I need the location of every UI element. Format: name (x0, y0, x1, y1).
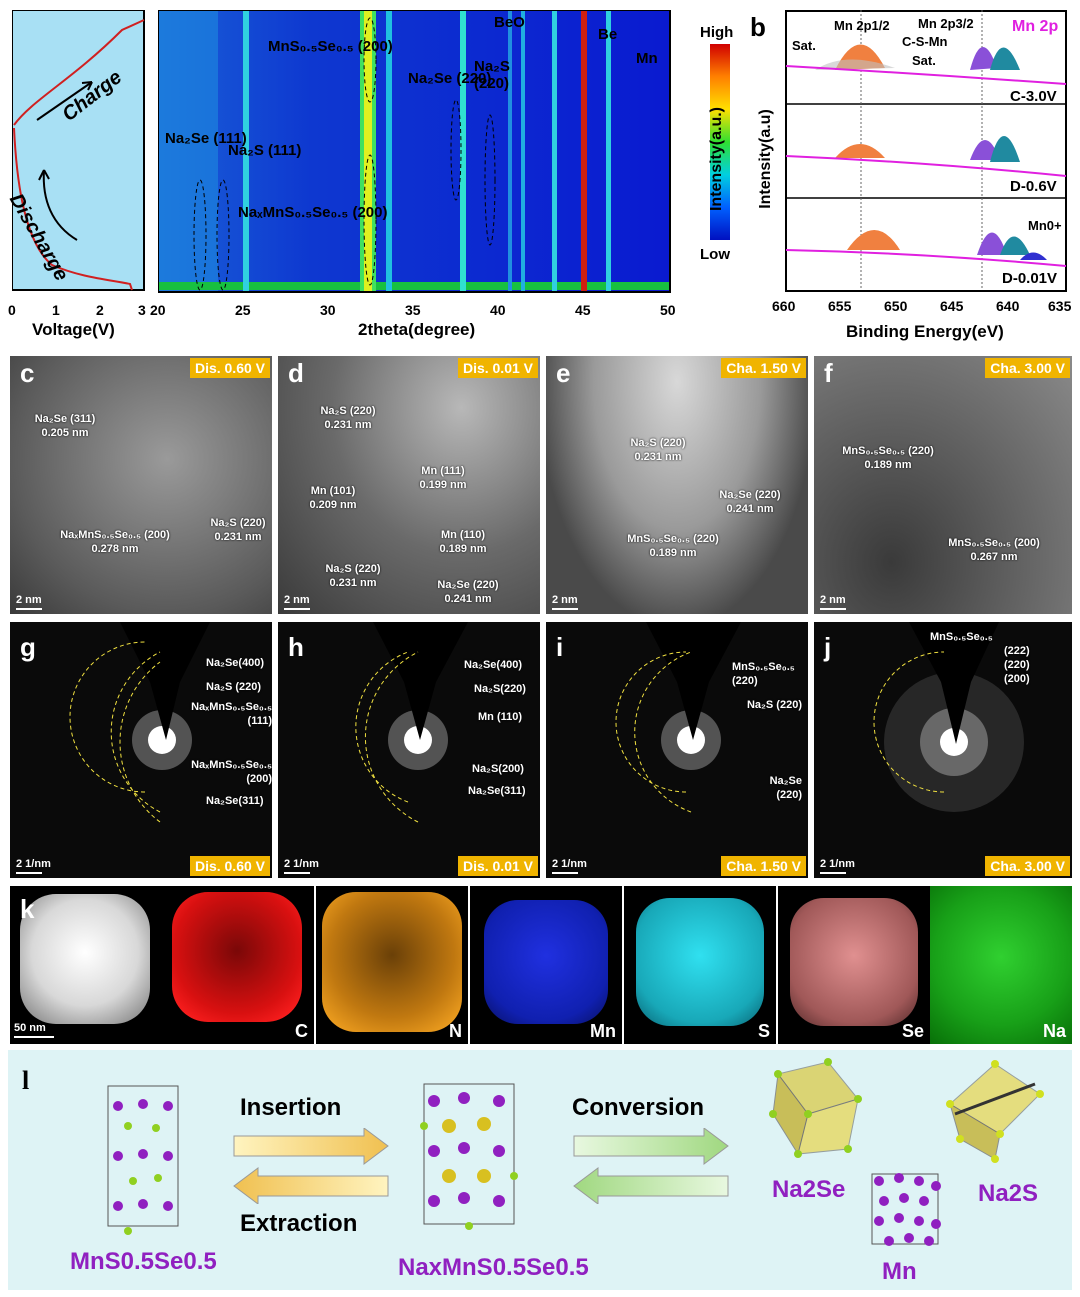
peak-na2se220: Na₂Se (220) (408, 70, 492, 87)
mn2p-xps-spectra (785, 10, 1067, 292)
peak-mnsse200: MnS₀.₅Se₀.₅ (200) (268, 38, 393, 55)
peak-na2se111: Na₂Se (111) (165, 130, 247, 147)
peak-be: Be (598, 26, 618, 43)
xps-ylabel: Intensity(a.u) (757, 109, 774, 209)
xps-sat-right: Sat. (912, 53, 936, 68)
conversion-arrows (573, 1128, 729, 1204)
mn-structure (871, 1173, 941, 1246)
mns-structure (107, 1085, 179, 1235)
naxmns-label: NaxMnS0.5Se0.5 (398, 1254, 589, 1281)
mns-label: MnS0.5Se0.5 (70, 1248, 217, 1275)
scale-bar (14, 1036, 54, 1038)
insertion-label: Insertion (240, 1094, 342, 1121)
map-se: Se (778, 886, 930, 1044)
xps-mn2p32: Mn 2p3/2 (918, 16, 974, 31)
peak-na2s111: Na₂S (111) (228, 142, 302, 159)
hrtem-panel-f: f Cha. 3.00 V MnS₀.₅Se₀.₅ (220) 0.189 nm… (814, 356, 1072, 614)
insertion-extraction-arrows (233, 1128, 389, 1204)
hrtem-panel-c: c Dis. 0.60 V Na₂Se (311) 0.205 nm NaₓMn… (10, 356, 272, 614)
colorbar (710, 44, 730, 240)
xps-mn0: Mn0+ (1028, 218, 1062, 233)
operando-xrd-contour-map (158, 10, 671, 293)
na2se-label: Na2Se (772, 1176, 846, 1203)
tag: Dis. 0.01 V (457, 358, 538, 378)
peak-naxmnsse200: NaₓMnS₀.₅Se₀.₅ (200) (238, 204, 388, 221)
map-c: C (162, 886, 314, 1044)
mn-label: Mn (882, 1258, 917, 1285)
colorbar-axis-label: Intensity(a.u.) (708, 107, 725, 212)
na2s-structure (946, 1060, 1044, 1163)
tag: Dis. 0.01 V (457, 856, 538, 876)
panel-l-letter: l (22, 1066, 30, 1095)
tag: Cha. 1.50 V (721, 856, 806, 876)
na2se-structure (769, 1058, 862, 1158)
peak-na2s220: Na₂S (220) (474, 58, 510, 92)
map-n: N (316, 886, 468, 1044)
hrtem-panel-d: d Dis. 0.01 V Na₂S (220) 0.231 nm Mn (11… (278, 356, 540, 614)
saed-panel-h: h Na₂Se(400) Na₂S(220) Mn (110) Na₂S(200… (278, 622, 540, 878)
extraction-label: Extraction (240, 1210, 358, 1237)
xps-curve-d001: D-0.01V (1002, 270, 1058, 287)
peak-mn: Mn (636, 50, 658, 67)
xps-mn2p12: Mn 2p1/2 (834, 18, 890, 33)
tag: Dis. 0.60 V (189, 358, 270, 378)
xps-sat-left: Sat. (792, 38, 816, 53)
xps-curve-d06: D-0.6V (1010, 178, 1057, 195)
hrtem-panel-e: e Cha. 1.50 V Na₂S (220) 0.231 nm Na₂Se … (546, 356, 808, 614)
haadf-image: k 50 nm (10, 886, 162, 1044)
voltage-profile-plot (12, 10, 145, 291)
saed-panel-g: g Na₂Se(400) Na₂S (220) NaₓMnS₀.₅Se₀.₅ (… (10, 622, 272, 878)
tag: Cha. 3.00 V (985, 856, 1070, 876)
colorbar-low: Low (700, 246, 730, 263)
xps-title: Mn 2p (1012, 18, 1059, 35)
peak-beo: BeO (494, 14, 525, 31)
xps-csmn: C-S-Mn (902, 34, 948, 49)
xps-curve-c30: C-3.0V (1010, 88, 1057, 105)
panel-b-letter: b (750, 12, 766, 42)
saed-panel-j: j MnS₀.₅Se₀.₅ (222) (220) (200) Cha. 3.0… (814, 622, 1072, 878)
tag: Cha. 1.50 V (721, 358, 806, 378)
schematic-panel (8, 1050, 1072, 1290)
tag: Dis. 0.60 V (189, 856, 270, 876)
binding-energy-label: Binding Energy(eV) (846, 322, 1004, 341)
conversion-label: Conversion (572, 1094, 705, 1121)
naxmns-structure (420, 1083, 518, 1230)
na2s-label: Na2S (978, 1180, 1039, 1207)
saed-panel-i: i MnS₀.₅Se₀.₅ (220) Na₂S (220) Na₂Se (22… (546, 622, 808, 878)
map-s: S (624, 886, 776, 1044)
voltage-axis-label: Voltage(V) (32, 320, 115, 339)
scale-bar-label: 50 nm (14, 1022, 46, 1034)
map-na: Na (930, 886, 1072, 1044)
map-mn: Mn (470, 886, 622, 1044)
tag: Cha. 3.00 V (985, 358, 1070, 378)
colorbar-high: High (700, 24, 734, 41)
two-theta-axis-label: 2theta(degree) (358, 320, 476, 339)
